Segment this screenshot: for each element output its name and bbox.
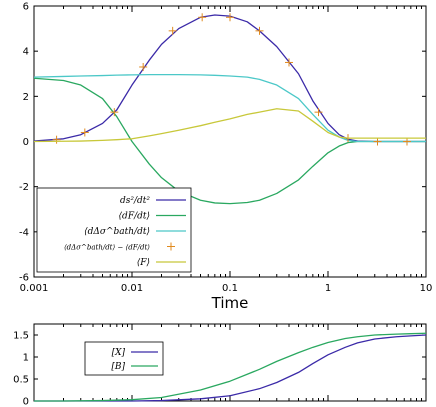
top-plot: -6 -4 -2 0 2 4 6 0.001 0.01 0.1 1 10 Time ds²/dt² ⟨… — [19, 2, 432, 313]
top-legend-label: ⟨dΔσ^bath/dt⟩ — [84, 227, 150, 237]
top-xtick-label: 10 — [420, 283, 433, 294]
top-ytick-label: 4 — [23, 47, 29, 58]
top-xtick-label: 0.01 — [121, 283, 143, 294]
top-marker — [168, 26, 177, 35]
top-legend-marker — [167, 242, 175, 251]
x-axis-label: Time — [211, 294, 249, 312]
top-legend: ds²/dt² ⟨dF/dt⟩ ⟨dΔσ^bath/dt⟩ ⟨dΔσ^bath/dt⟩… — [36, 187, 192, 273]
top-series-line-2 — [33, 74, 426, 143]
bottom-ytick-label: 1 — [23, 353, 29, 364]
bottom-series-line-0 — [34, 334, 427, 402]
top-legend-label: ⟨dF/dt⟩ — [119, 212, 150, 222]
top-x-ticks: 0.001 0.01 0.1 1 10 — [20, 6, 433, 294]
bottom-legend-label: [X] — [112, 348, 126, 358]
bottom-legend-box — [84, 341, 164, 376]
top-legend-label: ds²/dt² — [120, 196, 150, 206]
top-legend-label: ⟨dΔσ^bath/dt⟩ − ⟨dF/dt⟩ — [64, 244, 150, 252]
top-ytick-label: -6 — [19, 273, 29, 284]
bottom-x-ticks — [33, 324, 427, 401]
top-legend-label: ⟨F⟩ — [137, 258, 150, 268]
top-legend-box — [36, 187, 192, 273]
top-ytick-label: 0 — [23, 137, 29, 148]
bottom-ytick-label: 0 — [23, 397, 29, 407]
top-series — [33, 13, 426, 205]
top-marker — [314, 108, 323, 117]
bottom-plot: 0 0.5 1 1.5 [X] [B] — [13, 323, 427, 407]
top-xtick-label: 1 — [325, 283, 331, 294]
top-series-line-4 — [33, 108, 426, 143]
top-marker — [139, 62, 148, 71]
top-ytick-label: -2 — [19, 182, 29, 193]
bottom-legend-items: [X] [B] — [111, 348, 158, 372]
top-series-line-0 — [33, 14, 426, 143]
top-ytick-label: 6 — [23, 2, 29, 13]
bottom-series — [34, 332, 427, 402]
bottom-legend-label: [B] — [111, 362, 125, 372]
top-marker — [373, 137, 382, 146]
top-ytick-label: 2 — [23, 92, 29, 103]
top-marker — [198, 13, 207, 22]
top-marker — [110, 108, 119, 117]
top-marker — [285, 58, 294, 67]
top-marker — [80, 128, 89, 137]
bottom-ytick-label: 0.5 — [13, 375, 29, 386]
top-y-ticks: -6 -4 -2 0 2 4 6 — [19, 2, 426, 284]
bottom-legend: [X] [B] — [84, 341, 164, 376]
top-marker — [403, 137, 412, 146]
top-marker — [52, 135, 61, 144]
top-marker — [255, 26, 264, 35]
bottom-ytick-label: 1.5 — [13, 331, 29, 342]
bottom-series-line-1 — [34, 332, 427, 402]
top-xtick-label: 0.001 — [20, 283, 49, 294]
top-xtick-label: 0.1 — [222, 283, 238, 294]
top-legend-items: ds²/dt² ⟨dF/dt⟩ ⟨dΔσ^bath/dt⟩ ⟨dΔσ^bath/dt⟩… — [64, 196, 186, 268]
top-ytick-label: -4 — [19, 227, 29, 238]
top-marker — [226, 13, 234, 22]
